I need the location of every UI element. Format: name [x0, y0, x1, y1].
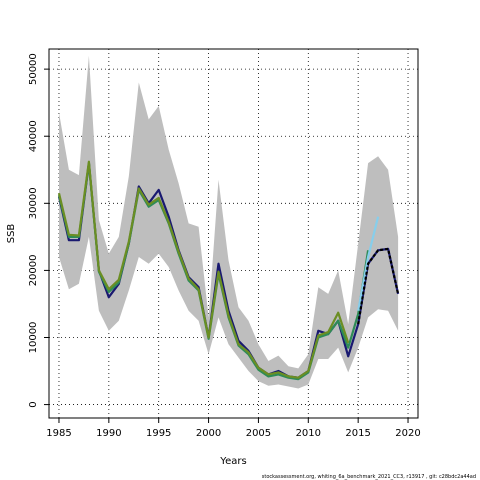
series-line-4	[57, 160, 350, 379]
y-tick-label-10000: 10000	[28, 322, 39, 354]
axes: 1985 1990 1995 2000 2005 2010 2015 2020 0 10000 20…	[28, 53, 421, 439]
y-axis-title: SSB	[6, 224, 17, 244]
x-tick-label-1985: 1985	[46, 428, 71, 439]
confidence-band-layer	[59, 55, 399, 389]
x-tick-label-1990: 1990	[96, 428, 121, 439]
x-tick-label-2000: 2000	[196, 428, 221, 439]
y-tick-label-0: 0	[28, 401, 39, 407]
confidence-band	[59, 55, 399, 389]
series-line-5	[357, 247, 400, 325]
x-tick-label-1995: 1995	[146, 428, 171, 439]
x-tick-label-2005: 2005	[246, 428, 271, 439]
y-tick-label-20000: 20000	[28, 254, 39, 286]
x-axis-title: Years	[219, 456, 246, 467]
y-tick-label-50000: 50000	[28, 53, 39, 85]
y-tick-label-30000: 30000	[28, 187, 39, 219]
x-tick-label-2020: 2020	[395, 428, 420, 439]
plot-frame	[48, 48, 419, 419]
x-tick-label-2015: 2015	[345, 428, 370, 439]
footnote: stockassessment.org, whiting_6a_benchmar…	[262, 474, 476, 480]
series-line-3	[357, 216, 380, 311]
y-tick-label-40000: 40000	[28, 120, 39, 152]
x-tick-label-2010: 2010	[296, 428, 321, 439]
series-layer	[57, 160, 400, 381]
